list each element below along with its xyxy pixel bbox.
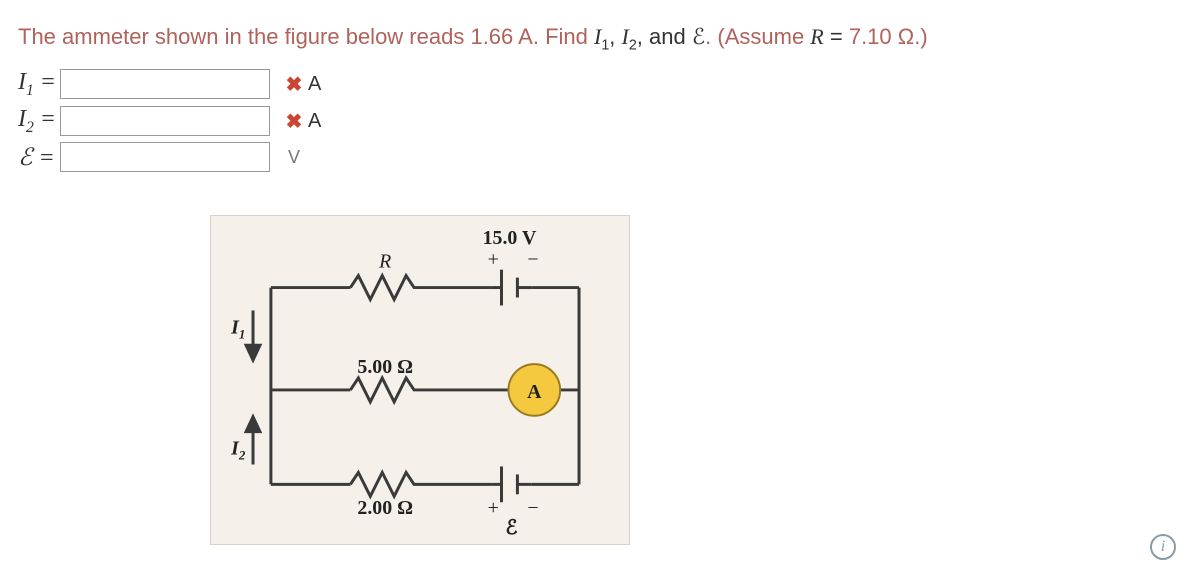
plus-top: + (488, 249, 499, 271)
r-val: 7.10 Ω (849, 24, 914, 49)
plus-bot: + (488, 497, 499, 519)
arrows (246, 310, 260, 464)
label-R: R (378, 251, 391, 273)
ammeter-reading: 1.66 A (470, 24, 532, 49)
label-5ohm: 5.00 Ω (357, 356, 413, 378)
circuit-svg: A R 5.00 Ω 2.00 Ω 15.0 V + − + − ℰ I1 I2 (211, 216, 629, 544)
q-mid: . Find (533, 24, 594, 49)
question-text: The ammeter shown in the figure below re… (18, 20, 1182, 57)
minus-bot: − (527, 497, 538, 519)
answers-grid: I1 = ✖ A I2 = ✖ A ℰ = V (18, 69, 1182, 173)
minus-top: − (527, 249, 538, 271)
ammeter-label: A (527, 381, 542, 403)
label-I2: I2 (230, 438, 246, 463)
label-2ohm: 2.00 Ω (357, 497, 413, 519)
ammeter: A (508, 364, 560, 416)
comma2: , and (637, 24, 692, 49)
var-emf: ℰ (692, 24, 705, 49)
r-sym: R (810, 24, 823, 49)
input-I1[interactable] (60, 69, 270, 99)
q-prefix: The ammeter shown in the figure below re… (18, 24, 470, 49)
sub2: 2 (629, 37, 637, 53)
resistors (350, 276, 420, 497)
input-emf[interactable] (60, 142, 270, 172)
label-I1: I1 = (18, 69, 60, 100)
info-button[interactable]: i (1150, 534, 1176, 560)
status-emf: V (280, 147, 308, 168)
label-I1: I1 (230, 316, 245, 341)
close: .) (914, 24, 927, 49)
comma1: , (609, 24, 621, 49)
var-I2: I (622, 24, 629, 49)
label-15V: 15.0 V (483, 227, 537, 249)
eq: = (824, 24, 849, 49)
label-I2: I2 = (18, 106, 60, 137)
assume-pre: . (Assume (705, 24, 810, 49)
circuit-figure: A R 5.00 Ω 2.00 Ω 15.0 V + − + − ℰ I1 I2 (210, 215, 630, 545)
battery-top (492, 270, 532, 306)
status-I1: ✖ (280, 72, 308, 97)
label-emf: ℰ = (18, 143, 60, 172)
unit-I2: A (308, 110, 336, 133)
label-emf: ℰ (505, 517, 517, 539)
status-I2: ✖ (280, 109, 308, 134)
unit-I1: A (308, 73, 336, 96)
input-I2[interactable] (60, 106, 270, 136)
